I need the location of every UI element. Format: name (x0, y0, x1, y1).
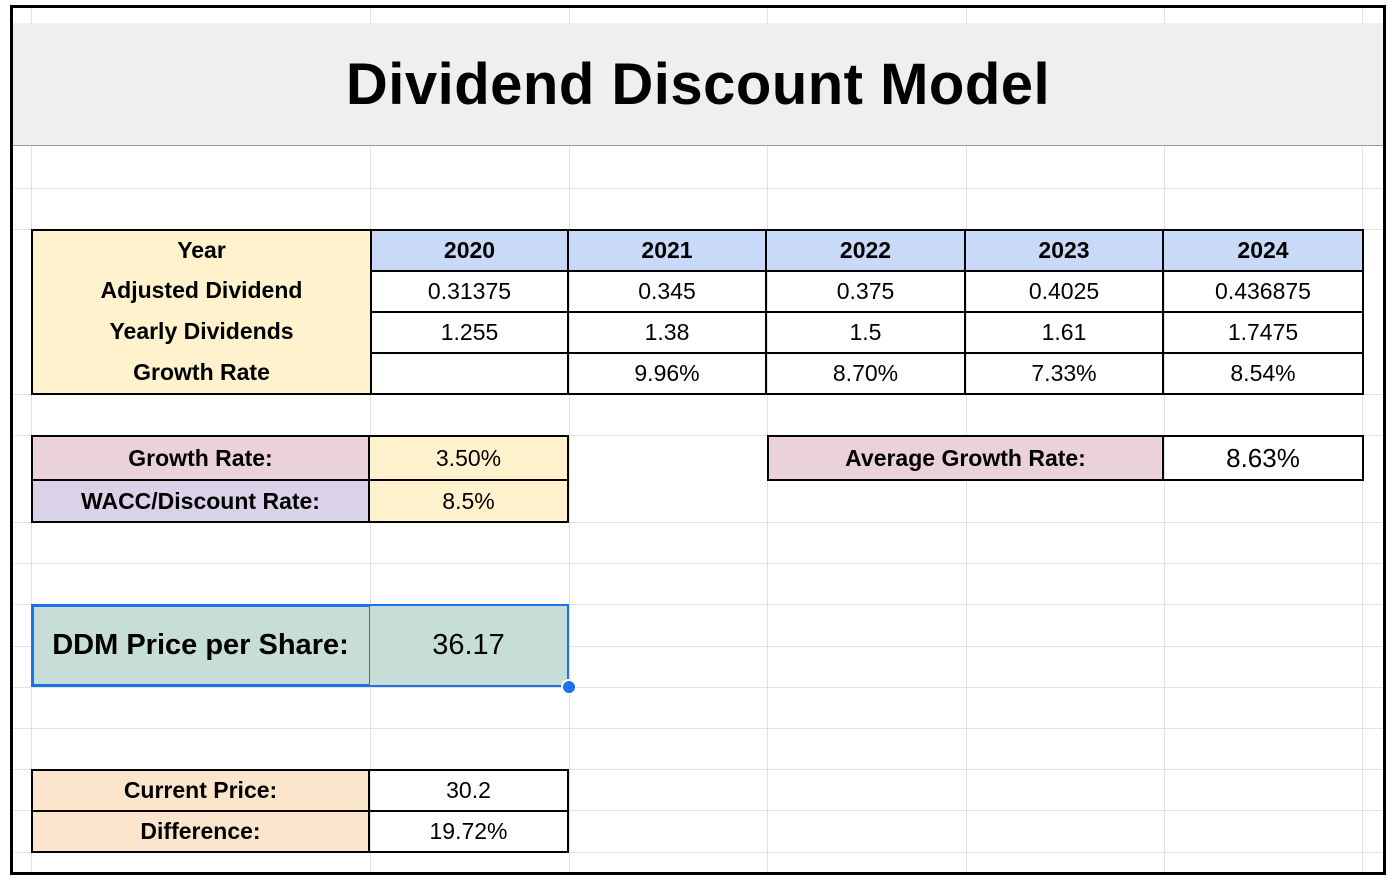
gridline (1164, 8, 1165, 23)
growth-rate-row-label[interactable]: Growth Rate (31, 352, 370, 395)
year-2024-header[interactable]: 2024 (1164, 229, 1364, 270)
gridline (966, 8, 967, 23)
growth-rate-2024[interactable]: 8.54% (1164, 352, 1364, 395)
gridline (1164, 146, 1165, 872)
gridline (13, 435, 1383, 436)
gridline (767, 8, 768, 23)
gridline (13, 852, 1383, 853)
average-growth-rate-value[interactable]: 8.63% (1164, 435, 1364, 481)
wacc-label[interactable]: WACC/Discount Rate: (31, 479, 370, 523)
gridline (13, 522, 1383, 523)
gridline (13, 563, 1383, 564)
growth-rate-input-label[interactable]: Growth Rate: (31, 435, 370, 479)
year-2022-header[interactable]: 2022 (767, 229, 966, 270)
adjusted-dividend-label[interactable]: Adjusted Dividend (31, 270, 370, 311)
fill-handle[interactable] (561, 679, 577, 695)
yearly-dividends-2020[interactable]: 1.255 (370, 311, 569, 352)
year-2023-header[interactable]: 2023 (966, 229, 1164, 270)
yearly-dividends-2023[interactable]: 1.61 (966, 311, 1164, 352)
difference-label[interactable]: Difference: (31, 810, 370, 853)
current-price-value[interactable]: 30.2 (370, 769, 569, 810)
wacc-value[interactable]: 8.5% (370, 479, 569, 523)
gridline (569, 146, 570, 872)
ddm-price-label[interactable]: DDM Price per Share: (31, 604, 370, 687)
difference-value[interactable]: 19.72% (370, 810, 569, 853)
gridline (1362, 8, 1363, 23)
adjusted-dividend-2020[interactable]: 0.31375 (370, 270, 569, 311)
growth-rate-2021[interactable]: 9.96% (569, 352, 767, 395)
gridline (13, 728, 1383, 729)
gridline (1362, 146, 1363, 872)
current-price-label[interactable]: Current Price: (31, 769, 370, 810)
gridline (370, 8, 371, 23)
gridline (569, 8, 570, 23)
year-header-label[interactable]: Year (31, 229, 370, 270)
year-2021-header[interactable]: 2021 (569, 229, 767, 270)
adjusted-dividend-2024[interactable]: 0.436875 (1164, 270, 1364, 311)
spreadsheet: Dividend Discount Model Year 2020 2021 2… (10, 5, 1386, 875)
gridline (13, 646, 1383, 647)
yearly-dividends-2021[interactable]: 1.38 (569, 311, 767, 352)
growth-rate-input-value[interactable]: 3.50% (370, 435, 569, 479)
yearly-dividends-label[interactable]: Yearly Dividends (31, 311, 370, 352)
page-title: Dividend Discount Model (345, 51, 1051, 117)
selected-cell-outline (31, 604, 372, 687)
gridline (13, 810, 1383, 811)
adjusted-dividend-2023[interactable]: 0.4025 (966, 270, 1164, 311)
yearly-dividends-2022[interactable]: 1.5 (767, 311, 966, 352)
gridline (767, 146, 768, 872)
gridline (966, 146, 967, 872)
yearly-dividends-2024[interactable]: 1.7475 (1164, 311, 1364, 352)
gridline (31, 8, 32, 23)
adjusted-dividend-2022[interactable]: 0.375 (767, 270, 966, 311)
gridline (13, 604, 1383, 605)
gridline (13, 188, 1383, 189)
growth-rate-2022[interactable]: 8.70% (767, 352, 966, 395)
growth-rate-2020[interactable] (370, 352, 569, 395)
adjusted-dividend-2021[interactable]: 0.345 (569, 270, 767, 311)
gridline (13, 769, 1383, 770)
gridline (13, 687, 1383, 688)
year-2020-header[interactable]: 2020 (370, 229, 569, 270)
growth-rate-2023[interactable]: 7.33% (966, 352, 1164, 395)
average-growth-rate-label[interactable]: Average Growth Rate: (767, 435, 1164, 481)
ddm-price-value[interactable]: 36.17 (370, 604, 569, 687)
title-cell[interactable]: Dividend Discount Model (13, 23, 1383, 146)
